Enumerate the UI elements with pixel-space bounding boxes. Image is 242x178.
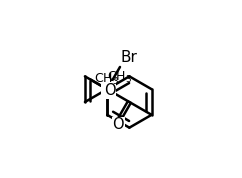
Text: CH$_3$: CH$_3$ <box>107 70 133 85</box>
Text: Br: Br <box>121 50 138 65</box>
Text: O: O <box>112 117 124 132</box>
Text: CH$_3$: CH$_3$ <box>94 72 119 87</box>
Text: O: O <box>104 83 116 98</box>
Text: N: N <box>102 82 113 97</box>
